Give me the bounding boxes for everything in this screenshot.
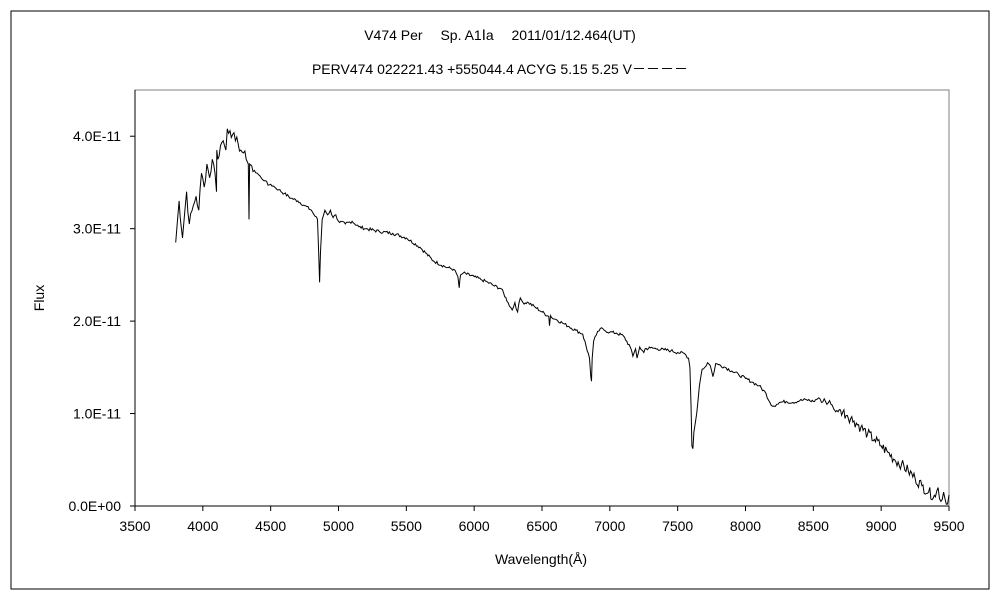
- x-tick-label: 5500: [391, 518, 422, 534]
- y-tick-label: 0.0E+00: [68, 498, 121, 514]
- chart-subtitle: PERV474 022221.43 +555044.4 ACYG 5.15 5.…: [312, 61, 688, 77]
- x-axis: 3500 4000 4500 5000 5500 6000 6500 7000 7500 8000…: [119, 505, 965, 534]
- x-axis-label: Wavelength(Å): [495, 551, 587, 567]
- y-tick-label: 4.0E-11: [73, 128, 121, 144]
- x-tick-label: 9000: [866, 518, 897, 534]
- x-tick-label: 7500: [662, 518, 693, 534]
- y-axis: 0.0E+00 1.0E-11 2.0E-11 3.0E-11 4.0E-11: [68, 90, 136, 514]
- chart-title: V474 Per Sp. A1Ⅰa 2011/01/12.464(UT): [364, 27, 636, 43]
- x-tick-label: 6000: [459, 518, 490, 534]
- x-tick-label: 6500: [526, 518, 557, 534]
- plot-area: [134, 89, 950, 507]
- x-tick-label: 4000: [187, 518, 218, 534]
- spectrum-series-line: [175, 128, 950, 505]
- y-tick-label: 3.0E-11: [73, 221, 121, 237]
- x-tick-label: 3500: [119, 518, 150, 534]
- x-tick-label: 8000: [730, 518, 761, 534]
- y-axis-label: Flux: [31, 285, 47, 311]
- x-tick-label: 4500: [255, 518, 286, 534]
- x-tick-label: 8500: [798, 518, 829, 534]
- x-tick-label: 9500: [933, 518, 964, 534]
- y-tick-label: 2.0E-11: [73, 313, 121, 329]
- x-tick-label: 5000: [323, 518, 354, 534]
- y-tick-label: 1.0E-11: [73, 406, 121, 422]
- x-tick-label: 7000: [594, 518, 625, 534]
